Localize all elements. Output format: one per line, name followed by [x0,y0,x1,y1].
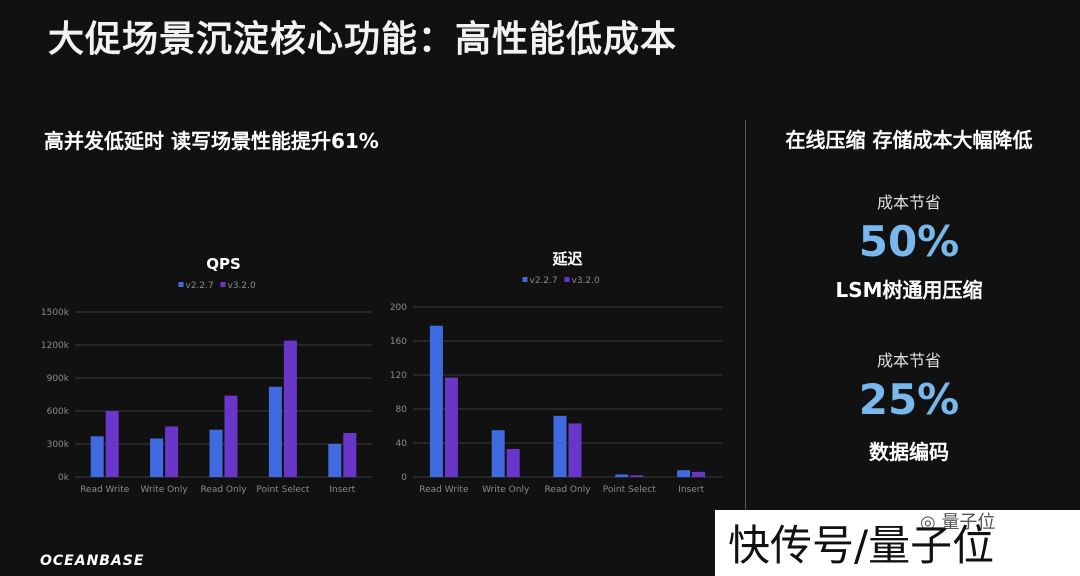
cost-section: 在线压缩 存储成本大幅降低 成本节省 50% LSM树通用压缩 成本节省 25%… [748,118,1070,465]
legend-label: v2.2.7 [186,281,214,291]
bar-v3.2.0 [692,471,706,477]
oceanbase-logo: OCEANBASE [40,553,145,569]
y-tick-label: 1200k [41,341,70,351]
y-tick-label: 0 [401,473,407,483]
x-tick-label: Write Only [482,485,530,495]
bar-v3.2.0 [224,395,238,477]
stat-desc-1: LSM树通用压缩 [835,278,983,302]
performance-heading: 高并发低延时 读写场景性能提升61% [44,129,379,153]
bar-v2.2.7 [209,429,223,477]
y-tick-label: 200 [390,303,407,313]
x-tick-label: Read Only [200,485,247,495]
legend-label: v3.2.0 [228,281,257,291]
bar-v2.2.7 [268,386,282,477]
x-tick-label: Read Only [544,485,591,495]
x-tick-label: Insert [329,485,355,495]
bar-v3.2.0 [343,433,357,477]
watermark-text: 快传号/量子位 [728,521,995,570]
chart-title: 延迟 [551,250,582,268]
y-tick-label: 120 [390,371,407,381]
cost-heading: 在线压缩 存储成本大幅降低 [785,128,1033,152]
bar-v3.2.0 [283,340,297,477]
bar-v2.2.7 [429,325,443,477]
stat-value-1: 50% [858,217,960,266]
bar-v2.2.7 [150,438,164,477]
y-tick-label: 300k [47,440,70,450]
bar-v2.2.7 [90,436,104,477]
x-tick-label: Point Select [256,485,309,495]
y-tick-label: 40 [396,439,408,449]
x-tick-label: Read Write [80,485,130,495]
page-title: 大促场景沉淀核心功能：高性能低成本 [48,19,678,60]
stat-label-2: 成本节省 [876,351,941,370]
y-tick-label: 900k [47,374,70,384]
watermark-background [715,510,1080,576]
legend-label: v2.2.7 [530,276,558,286]
x-tick-label: Insert [678,485,704,495]
x-tick-label: Read Write [419,485,469,495]
chart-title: QPS [206,255,241,273]
wechat-account-text: 量子位 [941,512,996,533]
legend-swatch [178,282,184,287]
bar-v2.2.7 [328,444,342,477]
qps-chart: QPS v2.2.7 v3.2.0 0k 300k 600k 900k 1200k 1500k R… [41,255,372,495]
stat-value-2: 25% [858,375,960,424]
bar-v2.2.7 [677,470,691,477]
legend-swatch [564,277,570,282]
section-divider [745,120,746,540]
x-tick-label: Write Only [140,485,188,495]
y-tick-label: 1500k [41,308,70,318]
y-tick-label: 160 [390,337,407,347]
bar-v3.2.0 [165,426,179,477]
bar-v3.2.0 [105,411,119,477]
y-tick-label: 0k [58,473,70,483]
latency-chart: 延迟 v2.2.7 v3.2.0 0 40 80 120 160 200 Read Write Wr… [390,250,722,495]
legend-swatch [522,277,528,282]
y-tick-label: 600k [47,407,70,417]
y-tick-label: 80 [396,405,408,415]
bar-v3.2.0 [568,423,582,477]
bar-v2.2.7 [491,430,505,477]
bar-v3.2.0 [630,475,644,477]
wechat-icon: ◎ 量子位 [920,512,996,533]
legend-swatch [220,282,226,287]
bar-v2.2.7 [553,415,567,477]
x-tick-label: Point Select [603,485,656,495]
legend-label: v3.2.0 [572,276,601,286]
bar-v3.2.0 [506,448,520,477]
bar-v2.2.7 [615,474,629,477]
bar-v3.2.0 [444,377,458,477]
stat-label-1: 成本节省 [876,193,941,212]
stat-desc-2: 数据编码 [869,440,949,464]
